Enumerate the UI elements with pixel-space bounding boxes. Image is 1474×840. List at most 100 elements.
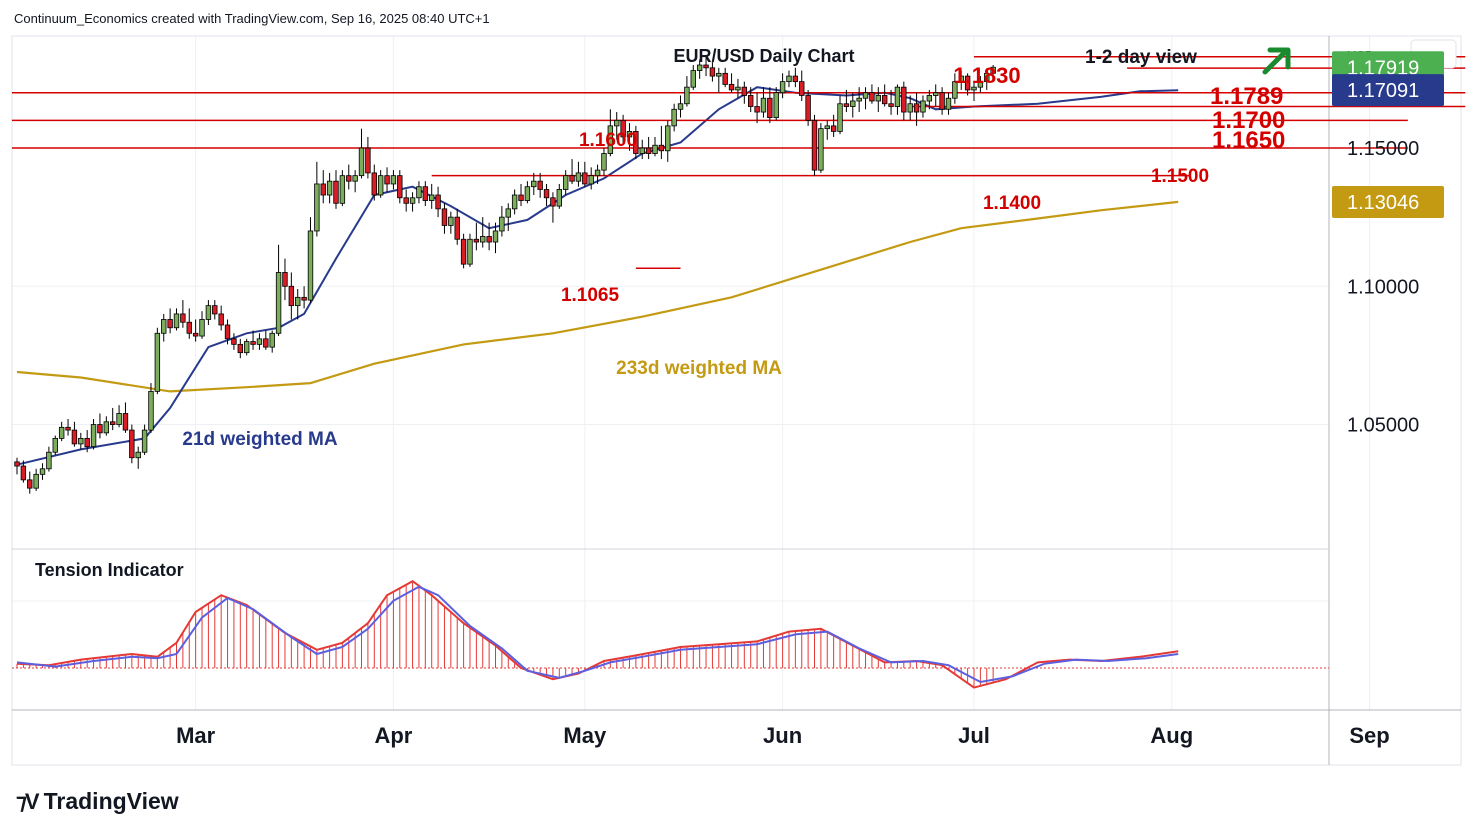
candle-up	[505, 208, 511, 218]
candle-down	[633, 131, 639, 154]
candle-up	[295, 296, 301, 307]
candle-up	[837, 103, 843, 132]
candle-down	[212, 305, 218, 315]
candle-up	[760, 97, 767, 113]
ma233-layer	[16, 200, 1179, 393]
candle-up	[614, 119, 620, 127]
candle-up	[690, 70, 696, 88]
candle-down	[728, 83, 735, 91]
candle-up	[243, 341, 250, 354]
candle-up	[971, 86, 977, 91]
candle-up	[977, 81, 984, 88]
candle-down	[441, 208, 448, 226]
candle-up	[377, 175, 384, 196]
candle-down	[282, 272, 288, 287]
candle-down	[569, 175, 575, 182]
candle-up	[607, 125, 614, 154]
candle-up	[824, 125, 830, 130]
candle-down	[371, 172, 377, 196]
candle-down	[167, 319, 173, 329]
candle-down	[397, 175, 403, 199]
candle-up	[256, 338, 263, 345]
candle-up	[926, 95, 933, 102]
candle-up	[173, 313, 180, 329]
candle-up	[575, 172, 582, 182]
candle-down	[805, 95, 811, 121]
candle-up	[39, 468, 46, 475]
candle-up	[269, 332, 275, 348]
candle-up	[588, 175, 594, 185]
candle-down	[27, 479, 33, 489]
candle-down	[20, 465, 27, 481]
candle-down	[263, 338, 269, 348]
tradingview-logo[interactable]: ⁊V TradingView	[16, 788, 179, 815]
candle-down	[582, 172, 588, 185]
candle-up	[894, 86, 901, 107]
candle-up	[78, 437, 84, 445]
candle-down	[754, 106, 760, 113]
candle-up	[920, 100, 926, 113]
candle-up	[116, 413, 122, 425]
candle-down	[403, 197, 409, 204]
price-badge-label: 1.13046	[1347, 192, 1419, 214]
candle-up	[46, 451, 52, 470]
candle-up	[409, 197, 416, 204]
candle-up	[773, 92, 779, 118]
candle-down	[301, 296, 307, 301]
candle-down	[658, 144, 665, 152]
candle-down	[237, 343, 243, 354]
candle-down	[320, 183, 326, 196]
level-label: 1.1065	[561, 285, 620, 306]
candle-down	[703, 64, 709, 69]
candle-down	[460, 238, 467, 265]
candle-up	[448, 216, 454, 226]
candle-down	[722, 72, 728, 85]
candle-down	[192, 332, 199, 337]
candle-down	[384, 175, 390, 185]
candle-up	[339, 175, 346, 204]
view-label: 1-2 day view	[1085, 47, 1197, 68]
candle-up	[696, 64, 703, 71]
tradingview-mark-icon: ⁊V	[16, 788, 40, 814]
candle-down	[14, 461, 20, 467]
candle-up	[199, 319, 205, 337]
candle-down	[110, 421, 116, 425]
candle-up	[639, 147, 645, 154]
candle-down	[186, 321, 192, 334]
candle-up	[958, 75, 964, 83]
candle-up	[103, 421, 110, 434]
candle-up	[467, 238, 473, 265]
candle-up	[984, 72, 990, 83]
indicator-signal-line	[16, 585, 1179, 684]
candle-down	[454, 216, 460, 240]
ma233-label: 233d weighted MA	[616, 358, 782, 379]
candle-up	[90, 424, 97, 448]
tension-indicator-layer	[12, 580, 1329, 689]
candle-up	[480, 236, 486, 243]
candle-up	[390, 175, 397, 185]
candle-down	[869, 92, 875, 102]
candle-up	[524, 186, 531, 201]
candle-up	[990, 66, 996, 74]
candle-up	[314, 183, 320, 232]
candle-down	[709, 67, 716, 77]
candle-down	[84, 437, 90, 448]
candle-up	[148, 390, 154, 431]
indicator-title: Tension Indicator	[35, 560, 184, 580]
candle-down	[888, 103, 894, 107]
candle-up	[358, 147, 365, 177]
candle-down	[792, 75, 799, 83]
candle-up	[141, 429, 148, 453]
candle-up	[594, 169, 601, 177]
time-tick-label: Aug	[1150, 723, 1193, 748]
candle-up	[499, 216, 505, 232]
time-axis: MarAprMayJunJulAugSepOct	[176, 723, 1390, 748]
candle-up	[786, 75, 792, 83]
candle-down	[901, 86, 907, 113]
candle-down	[473, 238, 480, 243]
candle-up	[326, 180, 333, 196]
price-badge-label: 1.17091	[1347, 80, 1419, 102]
candle-down	[288, 285, 295, 307]
candle-down	[939, 92, 945, 110]
